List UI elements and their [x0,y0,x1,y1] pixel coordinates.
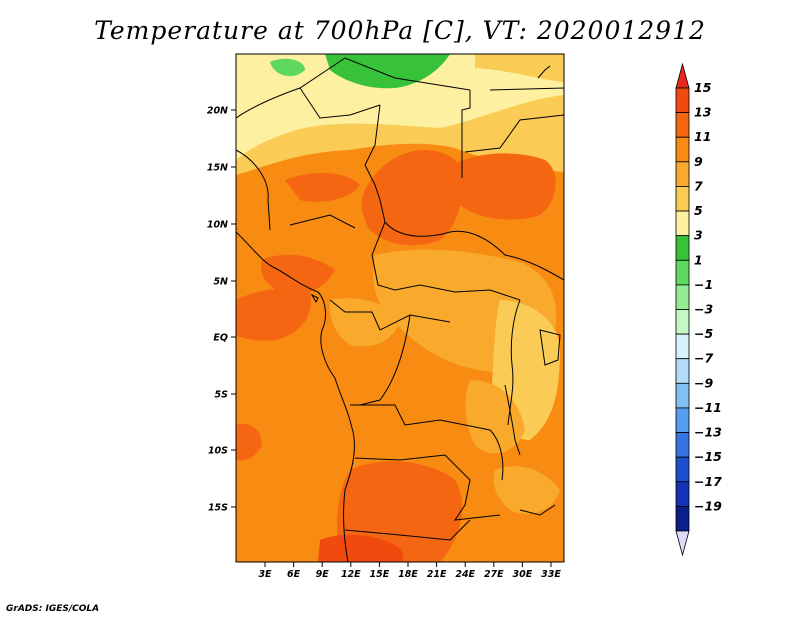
latitude-labels: 20N 15N 10N 5N EQ 5S 10S 15S [207,106,236,514]
colorbar-label: 1 [694,252,703,267]
colorbar-segment [675,136,690,163]
longitude-labels: 3E 6E 9E 12E 15E 18E 21E 24E 27E 30E 33E [258,562,561,580]
lon-label: 6E [287,569,301,580]
colorbar-segment [675,210,690,237]
lat-label: 10N [207,220,228,231]
colorbar-label: −3 [694,302,713,317]
footer-credit: GrADS: IGES/COLA [6,604,100,614]
colorbar-label: 3 [694,228,703,243]
colorbar-label: 13 [694,105,711,120]
colorbar-segment [675,161,690,187]
colorbar-label: −17 [694,474,722,489]
lon-label: 24E [455,569,475,580]
lat-label: 5S [215,390,229,401]
lon-label: 27E [484,569,504,580]
lat-label: 15N [207,163,228,174]
lat-label: 5N [213,277,228,288]
colorbar-bottom-arrow [675,530,690,557]
colorbar-label: 9 [694,154,703,169]
colorbar-label: 5 [694,203,703,218]
colorbar-label: −9 [694,375,713,390]
colorbar-top-arrow [675,62,690,89]
country-borders [236,57,564,562]
lat-label: 15S [208,503,228,514]
colorbar-segment [675,382,690,409]
lat-label: 20N [207,106,228,117]
map-title: Temperature at 700hPa [C], VT: 202001291… [94,16,706,45]
colorbar-label: −1 [694,277,713,292]
colorbar-segment [675,333,690,360]
colorbar-segment [675,112,690,138]
colorbar-label: 15 [694,80,712,95]
colorbar-segment [675,259,690,286]
colorbar-segment [675,456,690,483]
colorbar-label: −7 [694,351,713,366]
colorbar-segment [675,186,690,212]
lon-label: 12E [341,569,361,580]
colorbar-segment [675,407,690,433]
temperature-field [236,54,564,562]
lat-label: 10S [208,446,228,457]
lon-label: 15E [370,569,390,580]
lon-label: 30E [513,569,533,580]
colorbar-segment [675,432,690,458]
colorbar-label: −15 [694,449,722,464]
colorbar-label: 7 [694,178,703,193]
colorbar-label: −13 [694,425,722,440]
lon-label: 9E [316,569,330,580]
colorbar-label: −19 [694,498,722,513]
lon-label: 33E [541,569,561,580]
colorbar-segment [675,309,690,335]
map-frame [235,53,565,563]
colorbar: 15 13 11 9 7 5 3 1 −1 −3 −5 −7 −9 −11 −13 −15 −17 −19 [675,62,722,557]
colorbar-segment [675,87,690,114]
colorbar-segment [675,481,690,507]
colorbar-segment [675,235,690,261]
colorbar-label: −5 [694,326,713,341]
lat-label: EQ [213,333,228,344]
colorbar-segment [675,358,690,384]
colorbar-segment [675,284,690,310]
lon-label: 18E [398,569,418,580]
colorbar-label: −11 [694,400,722,415]
colorbar-label: 11 [694,129,711,144]
lon-label: 21E [427,569,447,580]
lon-label: 3E [258,569,272,580]
colorbar-segment [675,505,690,532]
